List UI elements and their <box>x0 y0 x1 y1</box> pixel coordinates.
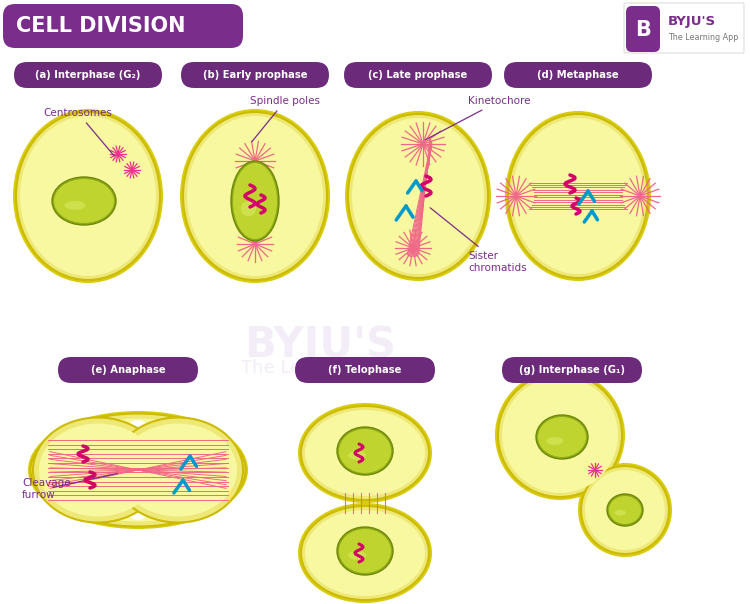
Ellipse shape <box>64 201 86 210</box>
Ellipse shape <box>512 118 644 274</box>
FancyBboxPatch shape <box>344 62 492 88</box>
Ellipse shape <box>28 411 248 529</box>
Ellipse shape <box>607 494 643 526</box>
Ellipse shape <box>298 403 432 503</box>
FancyBboxPatch shape <box>295 357 435 383</box>
Ellipse shape <box>348 451 366 460</box>
Text: The Learning App: The Learning App <box>241 359 399 377</box>
Ellipse shape <box>231 161 279 241</box>
FancyBboxPatch shape <box>58 357 198 383</box>
Ellipse shape <box>505 111 651 281</box>
Ellipse shape <box>581 466 669 554</box>
Ellipse shape <box>585 470 665 550</box>
Ellipse shape <box>33 417 163 522</box>
Ellipse shape <box>498 373 622 497</box>
FancyBboxPatch shape <box>502 357 642 383</box>
Ellipse shape <box>113 417 243 522</box>
Ellipse shape <box>538 417 586 457</box>
Text: Centrosomes: Centrosomes <box>44 108 114 156</box>
Ellipse shape <box>547 437 563 445</box>
Text: (e) Anaphase: (e) Anaphase <box>91 365 165 375</box>
Ellipse shape <box>305 410 425 496</box>
Text: BYJU'S: BYJU'S <box>244 324 396 366</box>
Ellipse shape <box>180 109 330 283</box>
Ellipse shape <box>52 177 116 225</box>
Text: Cleavage
furrow: Cleavage furrow <box>22 478 70 500</box>
Text: The Learning App: The Learning App <box>668 33 738 42</box>
Text: CELL DIVISION: CELL DIVISION <box>16 16 185 36</box>
Text: (g) Interphase (G₁): (g) Interphase (G₁) <box>519 365 625 375</box>
Text: BYJU'S: BYJU'S <box>668 16 716 28</box>
Ellipse shape <box>187 116 323 276</box>
Ellipse shape <box>298 503 432 603</box>
Ellipse shape <box>183 112 327 280</box>
Ellipse shape <box>233 163 277 239</box>
Ellipse shape <box>337 527 393 575</box>
Ellipse shape <box>348 551 366 560</box>
Ellipse shape <box>339 429 391 473</box>
Ellipse shape <box>123 420 153 460</box>
FancyBboxPatch shape <box>181 62 329 88</box>
Text: (a) Interphase (G₂): (a) Interphase (G₂) <box>35 70 141 80</box>
Text: (f) Telophase: (f) Telophase <box>328 365 402 375</box>
Text: (c) Late prophase: (c) Late prophase <box>368 70 468 80</box>
Text: (d) Metaphase: (d) Metaphase <box>537 70 619 80</box>
Ellipse shape <box>536 415 588 459</box>
Ellipse shape <box>241 201 256 216</box>
FancyBboxPatch shape <box>3 4 243 48</box>
Ellipse shape <box>348 114 488 278</box>
Ellipse shape <box>495 370 625 500</box>
FancyBboxPatch shape <box>626 6 660 52</box>
Ellipse shape <box>301 406 429 500</box>
Ellipse shape <box>502 377 618 493</box>
Ellipse shape <box>13 109 163 283</box>
Ellipse shape <box>345 111 491 281</box>
Ellipse shape <box>609 496 641 524</box>
Ellipse shape <box>578 463 672 557</box>
FancyBboxPatch shape <box>14 62 162 88</box>
Ellipse shape <box>339 529 391 573</box>
Ellipse shape <box>31 414 245 527</box>
Ellipse shape <box>20 116 156 276</box>
Ellipse shape <box>39 423 157 516</box>
Ellipse shape <box>54 179 114 223</box>
Text: B: B <box>635 20 651 40</box>
Ellipse shape <box>614 510 626 516</box>
Ellipse shape <box>337 427 393 475</box>
Text: Sister
chromatids: Sister chromatids <box>430 208 526 272</box>
Ellipse shape <box>123 480 153 520</box>
Ellipse shape <box>301 506 429 600</box>
Ellipse shape <box>508 114 648 278</box>
Ellipse shape <box>35 419 241 521</box>
Text: Kinetochore: Kinetochore <box>425 96 530 140</box>
Ellipse shape <box>16 112 160 280</box>
Text: (b) Early prophase: (b) Early prophase <box>202 70 308 80</box>
Ellipse shape <box>305 510 425 596</box>
FancyBboxPatch shape <box>624 3 744 53</box>
FancyBboxPatch shape <box>504 62 652 88</box>
Text: Spindle poles: Spindle poles <box>250 96 320 142</box>
Ellipse shape <box>352 118 484 274</box>
Ellipse shape <box>119 423 237 516</box>
